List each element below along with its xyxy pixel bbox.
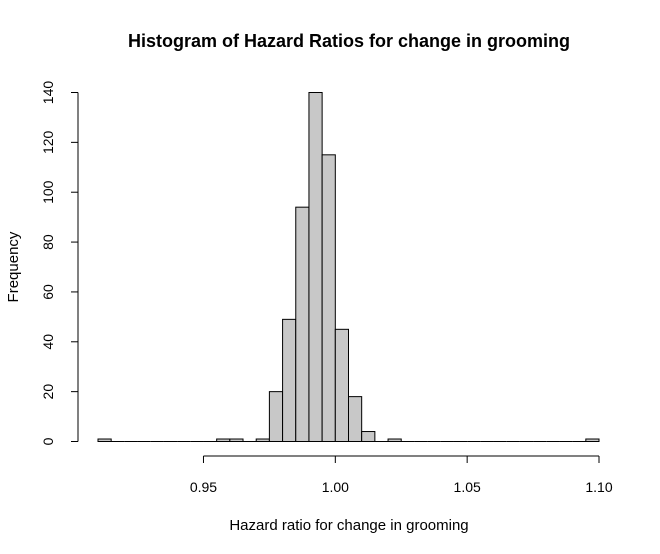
x-tick-label: 0.95 <box>190 479 217 495</box>
histogram-bar <box>334 328 350 443</box>
histogram-bar <box>295 206 310 442</box>
histogram-bars <box>97 92 600 443</box>
y-tick-label: 80 <box>40 234 56 250</box>
y-tick-label: 20 <box>40 384 56 400</box>
histogram-bar <box>229 438 244 443</box>
x-tick-label: 1.00 <box>322 479 349 495</box>
histogram-bar <box>268 391 284 443</box>
histogram-bar <box>282 318 297 443</box>
chart-title: Histogram of Hazard Ratios for change in… <box>128 31 570 51</box>
y-tick-label: 140 <box>40 81 56 105</box>
x-axis-label: Hazard ratio for change in grooming <box>229 517 468 534</box>
histogram-bar <box>216 438 231 443</box>
y-axis: 0 20 40 60 80 100 120 140 <box>40 81 79 445</box>
histogram-bar <box>585 438 600 443</box>
histogram-bar <box>321 154 336 442</box>
histogram-bar <box>387 438 402 443</box>
histogram-bar <box>308 92 323 442</box>
y-tick-label: 40 <box>40 334 56 350</box>
x-tick-label: 1.05 <box>454 479 481 495</box>
y-tick-label: 60 <box>40 284 56 300</box>
y-tick-label: 120 <box>40 130 56 154</box>
y-axis-label: Frequency <box>5 231 22 302</box>
histogram-bar <box>348 396 363 443</box>
histogram-bar <box>97 438 112 443</box>
y-tick-label: 0 <box>40 437 56 445</box>
histogram-bar <box>255 438 270 443</box>
x-axis: 0.95 1.00 1.05 1.10 <box>190 455 613 495</box>
x-tick-label: 1.10 <box>585 479 612 495</box>
histogram-bar <box>361 431 376 442</box>
y-tick-label: 100 <box>40 180 56 204</box>
